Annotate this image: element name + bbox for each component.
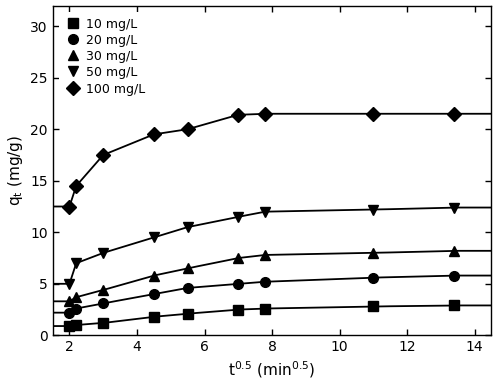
10 mg/L — [451, 303, 457, 308]
50 mg/L — [262, 209, 268, 214]
100 mg/L — [185, 127, 191, 132]
30 mg/L — [151, 273, 157, 278]
100 mg/L — [370, 112, 376, 116]
20 mg/L — [151, 292, 157, 296]
50 mg/L — [100, 251, 106, 255]
10 mg/L — [151, 315, 157, 319]
X-axis label: t$^{0.5}$ (min$^{0.5}$): t$^{0.5}$ (min$^{0.5}$) — [229, 360, 316, 381]
30 mg/L — [185, 266, 191, 271]
20 mg/L — [100, 301, 106, 306]
Line: 30 mg/L: 30 mg/L — [65, 246, 459, 306]
50 mg/L — [73, 261, 79, 266]
50 mg/L — [67, 281, 73, 286]
100 mg/L — [73, 184, 79, 188]
10 mg/L — [185, 312, 191, 316]
30 mg/L — [67, 299, 73, 304]
100 mg/L — [67, 204, 73, 209]
20 mg/L — [67, 310, 73, 315]
30 mg/L — [73, 295, 79, 300]
10 mg/L — [262, 306, 268, 311]
50 mg/L — [235, 215, 241, 219]
10 mg/L — [100, 321, 106, 325]
100 mg/L — [100, 153, 106, 157]
100 mg/L — [262, 112, 268, 116]
50 mg/L — [370, 207, 376, 212]
100 mg/L — [451, 112, 457, 116]
10 mg/L — [235, 307, 241, 312]
Line: 20 mg/L: 20 mg/L — [65, 271, 459, 318]
30 mg/L — [262, 252, 268, 257]
20 mg/L — [451, 273, 457, 278]
10 mg/L — [67, 324, 73, 328]
20 mg/L — [235, 281, 241, 286]
10 mg/L — [370, 304, 376, 309]
50 mg/L — [151, 235, 157, 240]
50 mg/L — [185, 225, 191, 229]
30 mg/L — [370, 251, 376, 255]
50 mg/L — [451, 205, 457, 210]
10 mg/L — [73, 323, 79, 327]
20 mg/L — [262, 279, 268, 284]
20 mg/L — [185, 286, 191, 290]
100 mg/L — [235, 112, 241, 117]
Line: 100 mg/L: 100 mg/L — [65, 109, 459, 212]
Legend: 10 mg/L, 20 mg/L, 30 mg/L, 50 mg/L, 100 mg/L: 10 mg/L, 20 mg/L, 30 mg/L, 50 mg/L, 100 … — [59, 12, 152, 102]
20 mg/L — [370, 275, 376, 280]
Line: 10 mg/L: 10 mg/L — [65, 301, 459, 331]
30 mg/L — [451, 249, 457, 253]
100 mg/L — [151, 132, 157, 137]
30 mg/L — [100, 288, 106, 292]
20 mg/L — [73, 306, 79, 311]
30 mg/L — [235, 256, 241, 260]
Line: 50 mg/L: 50 mg/L — [65, 203, 459, 289]
Y-axis label: q$_\mathrm{t}$ (mg/g): q$_\mathrm{t}$ (mg/g) — [5, 135, 24, 206]
